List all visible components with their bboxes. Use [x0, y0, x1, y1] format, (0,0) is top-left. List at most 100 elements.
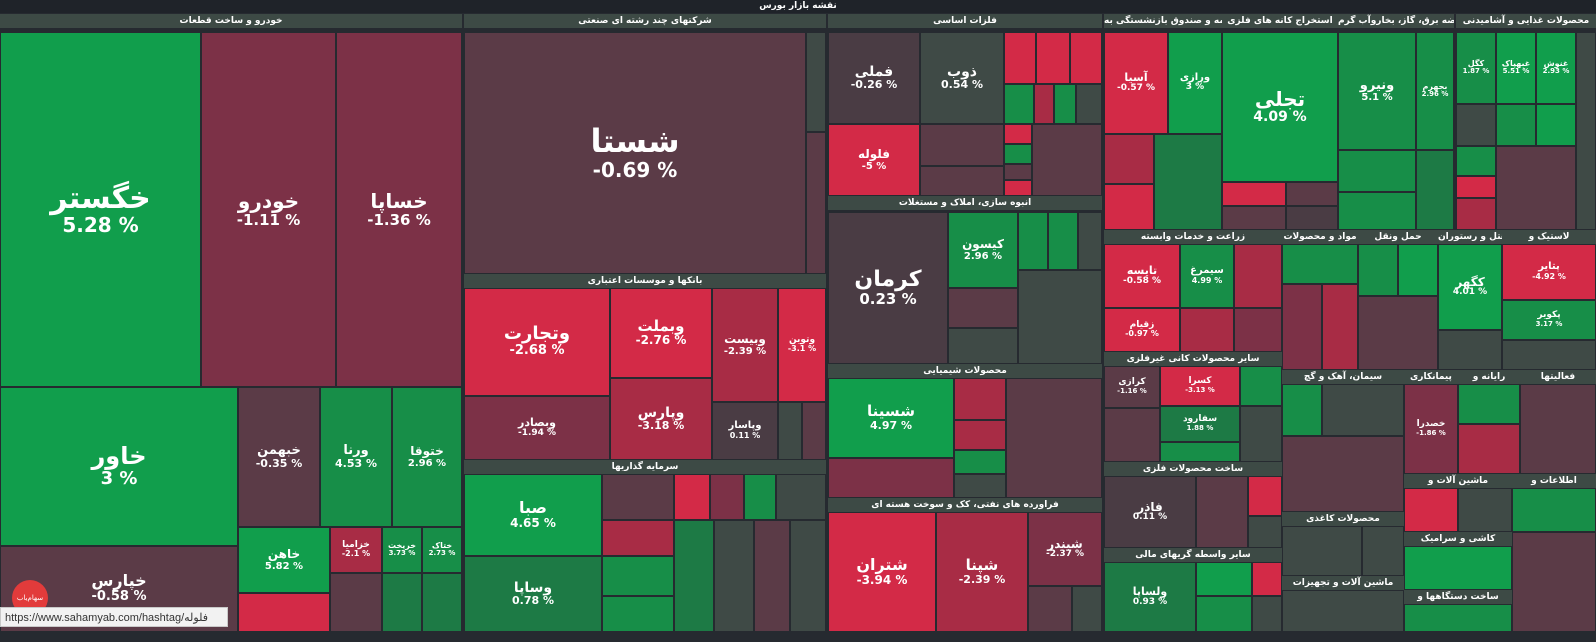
- tile-small[interactable]: [954, 420, 1006, 450]
- tile-asia[interactable]: آسیا -0.57 %: [1104, 32, 1168, 134]
- tile-kerman[interactable]: کرمان 0.23 %: [828, 212, 948, 364]
- tile-small[interactable]: [1358, 244, 1398, 296]
- tile-small[interactable]: [1222, 206, 1286, 230]
- tile-khbahman[interactable]: خبهمن -0.35 %: [238, 387, 320, 527]
- tile-small[interactable]: [1358, 296, 1438, 370]
- tile-small[interactable]: [778, 402, 802, 460]
- tile-khrikht[interactable]: خریخت 3.73 %: [382, 527, 422, 573]
- tile-taise[interactable]: تایسه -0.58 %: [1104, 244, 1180, 308]
- tile-small[interactable]: [1520, 384, 1596, 474]
- tile-foleh[interactable]: فلوله -5 %: [828, 124, 920, 196]
- tile-khsapa[interactable]: خساپا -1.36 %: [336, 32, 462, 387]
- tile-small[interactable]: [1036, 32, 1070, 84]
- tile-small[interactable]: [1076, 84, 1102, 124]
- tile-small[interactable]: [948, 328, 1018, 364]
- tile-small[interactable]: [1004, 124, 1032, 144]
- tile-small[interactable]: [1338, 192, 1416, 230]
- tile-small[interactable]: [602, 556, 674, 596]
- tile-simorgh[interactable]: سیمرغ 4.99 %: [1180, 244, 1234, 308]
- tile-khzamia[interactable]: خزامیا -2.1 %: [330, 527, 382, 573]
- tile-shtaran[interactable]: شتران -3.94 %: [828, 512, 936, 632]
- tile-small[interactable]: [602, 520, 674, 556]
- tile-vniroo[interactable]: ونیرو 5.1 %: [1338, 32, 1416, 150]
- tile-small[interactable]: [920, 124, 1004, 166]
- tile-small[interactable]: [602, 474, 674, 520]
- tile-small[interactable]: [1398, 244, 1438, 296]
- tile-small[interactable]: [806, 132, 826, 274]
- tile-small[interactable]: [1104, 134, 1154, 184]
- tile-small[interactable]: [1438, 330, 1502, 370]
- tile-small[interactable]: [1536, 104, 1576, 146]
- tile-small[interactable]: [1234, 308, 1282, 352]
- tile-khavar[interactable]: خاور 3 %: [0, 387, 238, 546]
- tile-small[interactable]: [1458, 488, 1512, 532]
- tile-small[interactable]: [1252, 562, 1282, 596]
- tile-small[interactable]: [1282, 526, 1362, 576]
- tile-small[interactable]: [1222, 182, 1286, 206]
- tile-small[interactable]: [1018, 270, 1102, 364]
- tile-small[interactable]: [1004, 180, 1032, 196]
- tile-small[interactable]: [1180, 308, 1234, 352]
- tile-small[interactable]: [790, 520, 826, 632]
- tile-small[interactable]: [1070, 32, 1102, 84]
- tile-small[interactable]: [1456, 176, 1496, 198]
- tile-small[interactable]: [1018, 212, 1048, 270]
- tile-zqiam[interactable]: زقیام -0.97 %: [1104, 308, 1180, 352]
- tile-small[interactable]: [744, 474, 776, 520]
- tile-small[interactable]: [674, 474, 710, 520]
- tile-small[interactable]: [602, 596, 674, 632]
- tile-small[interactable]: [1248, 476, 1282, 516]
- tile-fameli[interactable]: فملی -0.26 %: [828, 32, 920, 124]
- tile-ghnush[interactable]: غنوش 2.93 %: [1536, 32, 1576, 104]
- tile-vbist[interactable]: وبیست -2.39 %: [712, 288, 778, 402]
- tile-small[interactable]: [1252, 596, 1282, 632]
- tile-small[interactable]: [1496, 104, 1536, 146]
- tile-small[interactable]: [1028, 586, 1072, 632]
- tile-small[interactable]: [1004, 144, 1032, 164]
- tile-kasra[interactable]: کسرا -3.13 %: [1160, 366, 1240, 406]
- tile-small[interactable]: [1282, 244, 1358, 284]
- tile-small[interactable]: [674, 520, 714, 632]
- tile-small[interactable]: [1196, 562, 1252, 596]
- tile-small[interactable]: [1338, 150, 1416, 192]
- tile-small[interactable]: [1496, 146, 1576, 230]
- tile-small[interactable]: [330, 573, 382, 632]
- tile-small[interactable]: [1154, 134, 1222, 230]
- tile-seba[interactable]: صبا 4.65 %: [464, 474, 602, 556]
- tile-shasta[interactable]: شستا -0.69 %: [464, 32, 806, 274]
- tile-small[interactable]: [1196, 476, 1248, 548]
- tile-small[interactable]: [1322, 284, 1358, 370]
- tile-ghbahpak[interactable]: غبهپاک 5.51 %: [1496, 32, 1536, 104]
- tile-small[interactable]: [1240, 406, 1282, 462]
- tile-bjahrom[interactable]: بجهرم 2.96 %: [1416, 32, 1454, 150]
- tile-small[interactable]: [1458, 384, 1520, 424]
- tile-vpars[interactable]: وپارس -3.18 %: [610, 378, 712, 460]
- tile-safarud[interactable]: سفارود 1.88 %: [1160, 406, 1240, 442]
- tile-small[interactable]: [1404, 604, 1512, 632]
- tile-small[interactable]: [1456, 104, 1496, 146]
- tile-shpena[interactable]: شپنا -2.39 %: [936, 512, 1028, 632]
- tile-small[interactable]: [1006, 378, 1102, 498]
- tile-small[interactable]: [1282, 284, 1322, 370]
- tile-small[interactable]: [422, 573, 462, 632]
- tile-kgohar[interactable]: کگهر 4.01 %: [1438, 244, 1502, 330]
- tile-small[interactable]: [1362, 526, 1404, 576]
- tile-small[interactable]: [1078, 212, 1102, 270]
- tile-small[interactable]: [1248, 516, 1282, 548]
- tile-shsina[interactable]: شسینا 4.97 %: [828, 378, 954, 458]
- tile-small[interactable]: [1104, 184, 1154, 230]
- tile-small[interactable]: [1104, 408, 1160, 462]
- tile-small[interactable]: [1502, 340, 1596, 370]
- tile-varna[interactable]: ورنا 4.53 %: [320, 387, 392, 527]
- tile-small[interactable]: [954, 474, 1006, 498]
- tile-zob[interactable]: ذوب 0.54 %: [920, 32, 1004, 124]
- tile-small[interactable]: [1282, 384, 1322, 436]
- tile-small[interactable]: [1286, 206, 1338, 230]
- tile-small[interactable]: [754, 520, 790, 632]
- tile-small[interactable]: [238, 593, 330, 632]
- tile-small[interactable]: [802, 402, 826, 460]
- tile-khtak[interactable]: ختاک 2.73 %: [422, 527, 462, 573]
- tile-vpasar[interactable]: وپاسار 0.11 %: [712, 402, 778, 460]
- tile-kgol[interactable]: کگل 1.87 %: [1456, 32, 1496, 104]
- tile-small[interactable]: [1282, 590, 1404, 632]
